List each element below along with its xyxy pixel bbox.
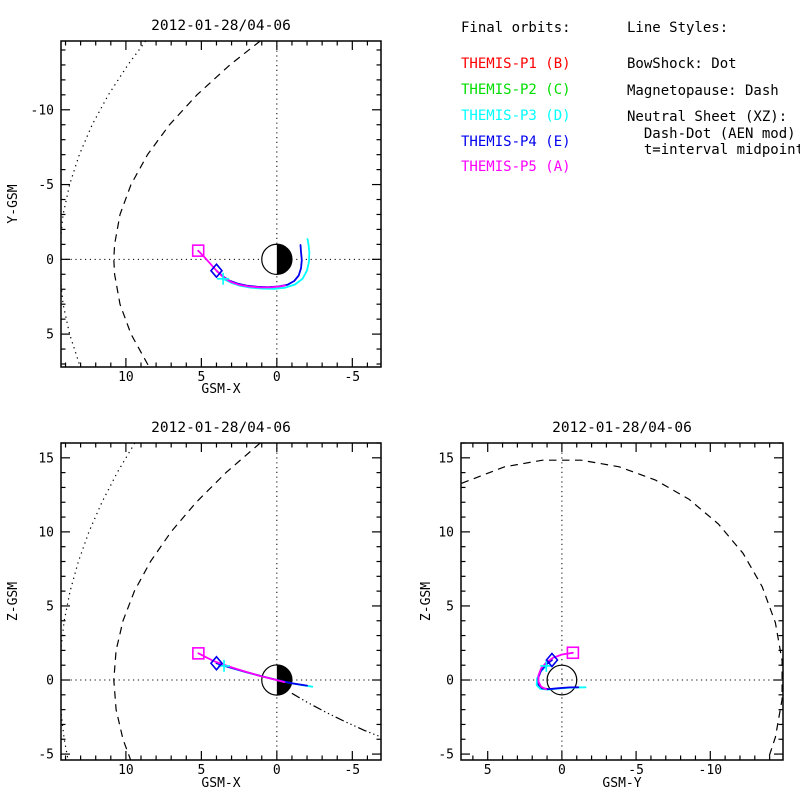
magnetopause-line (461, 459, 783, 760)
panel-title: 2012-01-28/04-06 (151, 420, 291, 436)
x-tick-label: 10 (118, 370, 134, 385)
line-style-neutral-sheet-dashdot: Dash-Dot (AEN mod) (627, 126, 796, 142)
x-tick-label: 5 (197, 370, 205, 385)
y-tick-label: 5 (46, 328, 54, 343)
p5-square-marker (192, 647, 205, 660)
x-tick-label: -5 (628, 763, 644, 778)
y-tick-label: -5 (38, 748, 54, 763)
x-axis-label: GSM-X (201, 382, 240, 397)
y-tick-label: -5 (438, 748, 454, 763)
y-axis-label: Z-GSM (419, 582, 434, 621)
neutral-sheet-line (291, 692, 381, 738)
orbit-plot-xz: 10 5 0 -5 15 10 5 0 -5 2012-01-28/04-06 GSM-X Z-GSM (6, 420, 382, 791)
magnetopause-line (113, 443, 261, 760)
legend-entry-themis-p4: THEMIS-P4 (E) (461, 134, 571, 150)
x-tick-label: 0 (558, 763, 566, 778)
p5-square-marker (191, 244, 205, 257)
p5-orbit-line (197, 249, 287, 289)
x-tick-label: 10 (118, 763, 134, 778)
y-tick-label: 5 (446, 599, 454, 614)
legend-entry-themis-p2: THEMIS-P2 (C) (461, 82, 571, 98)
line-style-bowshock: BowShock: Dot (627, 56, 737, 72)
line-style-neutral-sheet: Neutral Sheet (XZ): (627, 109, 788, 125)
plot-frame (60, 442, 382, 761)
legend-entry-themis-p1: THEMIS-P1 (B) (461, 56, 571, 72)
y-tick-label: 0 (46, 253, 54, 268)
p5-orbit-line (537, 651, 574, 691)
plot-area (461, 443, 783, 760)
earth-outline (546, 664, 578, 696)
p4-diamond-marker (545, 652, 559, 668)
line-style-magnetopause: Magnetopause: Dash (627, 83, 779, 99)
legend-entry-themis-p3: THEMIS-P3 (D) (461, 108, 571, 124)
x-tick-label: 0 (273, 370, 281, 385)
x-tick-label: -10 (699, 763, 722, 778)
p5-square-marker (566, 646, 580, 660)
p3-plus-marker (217, 272, 230, 285)
plot-area (61, 41, 381, 367)
bow-shock-line (61, 41, 147, 367)
y-tick-label: 10 (38, 525, 54, 540)
plot-frame (460, 442, 784, 761)
earth-outline (261, 243, 293, 276)
magnetopause-line (113, 41, 261, 367)
p4-diamond-marker (209, 655, 224, 672)
final-orbits-heading: Final orbits: (461, 20, 571, 36)
p3-orbit-line (535, 664, 587, 691)
x-tick-label: 5 (197, 763, 205, 778)
y-tick-label: 10 (438, 525, 454, 540)
legend-entry-themis-p5: THEMIS-P5 (A) (461, 159, 571, 175)
x-tick-label: 5 (484, 763, 492, 778)
y-tick-label: 0 (446, 674, 454, 689)
earth-outline (261, 664, 293, 696)
panel-title: 2012-01-28/04-06 (151, 18, 291, 34)
x-tick-label: -5 (344, 763, 360, 778)
y-tick-label: 15 (38, 451, 54, 466)
bow-shock-line (61, 443, 136, 760)
y-axis-label: Z-GSM (6, 582, 21, 621)
x-tick-label: -5 (344, 370, 360, 385)
panel-title: 2012-01-28/04-06 (552, 420, 692, 436)
plot-frame (60, 40, 382, 368)
y-tick-label: 0 (46, 674, 54, 689)
x-axis-label: GSM-X (201, 776, 240, 791)
orbit-plot-yz: 5 0 -5 -10 15 10 5 0 -5 2012-01-28/04-06 GSM-Y Z-GS… (419, 420, 784, 791)
earth-nightside (276, 664, 292, 696)
y-tick-label: 5 (46, 599, 54, 614)
y-axis-label: Y-GSM (6, 184, 21, 223)
plot-area (61, 443, 381, 760)
y-tick-label: 15 (438, 451, 454, 466)
y-tick-label: -10 (31, 103, 54, 118)
x-axis-label: GSM-Y (602, 776, 641, 791)
y-tick-label: -5 (38, 178, 54, 193)
x-tick-label: 0 (273, 763, 281, 778)
p4-diamond-marker (209, 262, 224, 279)
earth-nightside (276, 244, 292, 275)
orbit-plot-xy: 10 5 0 -5 -10 -5 0 5 2012-01-28/04-06 GSM-X Y-GSM (6, 18, 382, 397)
line-styles-heading: Line Styles: (627, 20, 729, 36)
p3-plus-marker (540, 659, 553, 672)
line-style-interval-midpoint: t=interval midpoint (627, 142, 800, 158)
